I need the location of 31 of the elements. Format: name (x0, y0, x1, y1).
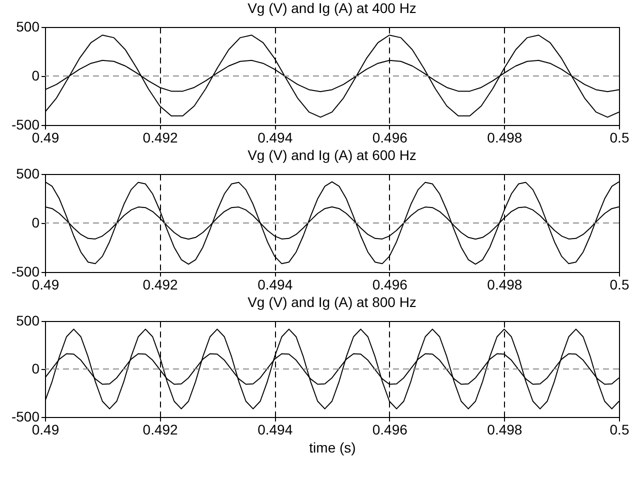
x-axis-title: time (s) (309, 440, 356, 456)
x-tick-label: 0.494 (258, 276, 293, 292)
x-tick-label: 0.494 (258, 422, 293, 438)
y-tick-label: 0 (32, 68, 40, 84)
x-tick-label: 0.492 (142, 130, 178, 146)
x-tick-label: 0.496 (372, 130, 408, 146)
x-tick-label: 0.492 (142, 276, 178, 292)
y-tick-label: -500 (11, 264, 40, 280)
chart-title: Vg (V) and Ig (A) at 800 Hz (248, 294, 416, 310)
y-tick-label: 500 (16, 166, 40, 182)
x-tick-label: 0.5 (610, 130, 630, 146)
y-tick-label: -500 (11, 116, 40, 132)
y-tick-label: -500 (11, 408, 40, 424)
x-tick-label: 0.5 (610, 276, 630, 292)
y-tick-label: 500 (16, 312, 40, 328)
x-tick-label: 0.5 (610, 422, 630, 438)
y-tick-label: 500 (16, 18, 40, 34)
x-tick-label: 0.49 (32, 276, 60, 292)
x-tick-label: 0.498 (487, 130, 522, 146)
x-tick-label: 0.492 (142, 422, 178, 438)
x-tick-label: 0.496 (372, 422, 408, 438)
x-tick-label: 0.49 (32, 130, 60, 146)
y-tick-label: 0 (32, 214, 40, 230)
x-tick-label: 0.496 (372, 276, 408, 292)
x-tick-label: 0.494 (258, 130, 293, 146)
x-tick-label: 0.49 (32, 422, 60, 438)
chart-title: Vg (V) and Ig (A) at 400 Hz (248, 0, 416, 16)
x-tick-label: 0.498 (487, 276, 522, 292)
y-tick-label: 0 (32, 360, 40, 376)
x-tick-label: 0.498 (487, 422, 522, 438)
chart-title: Vg (V) and Ig (A) at 600 Hz (248, 147, 416, 163)
